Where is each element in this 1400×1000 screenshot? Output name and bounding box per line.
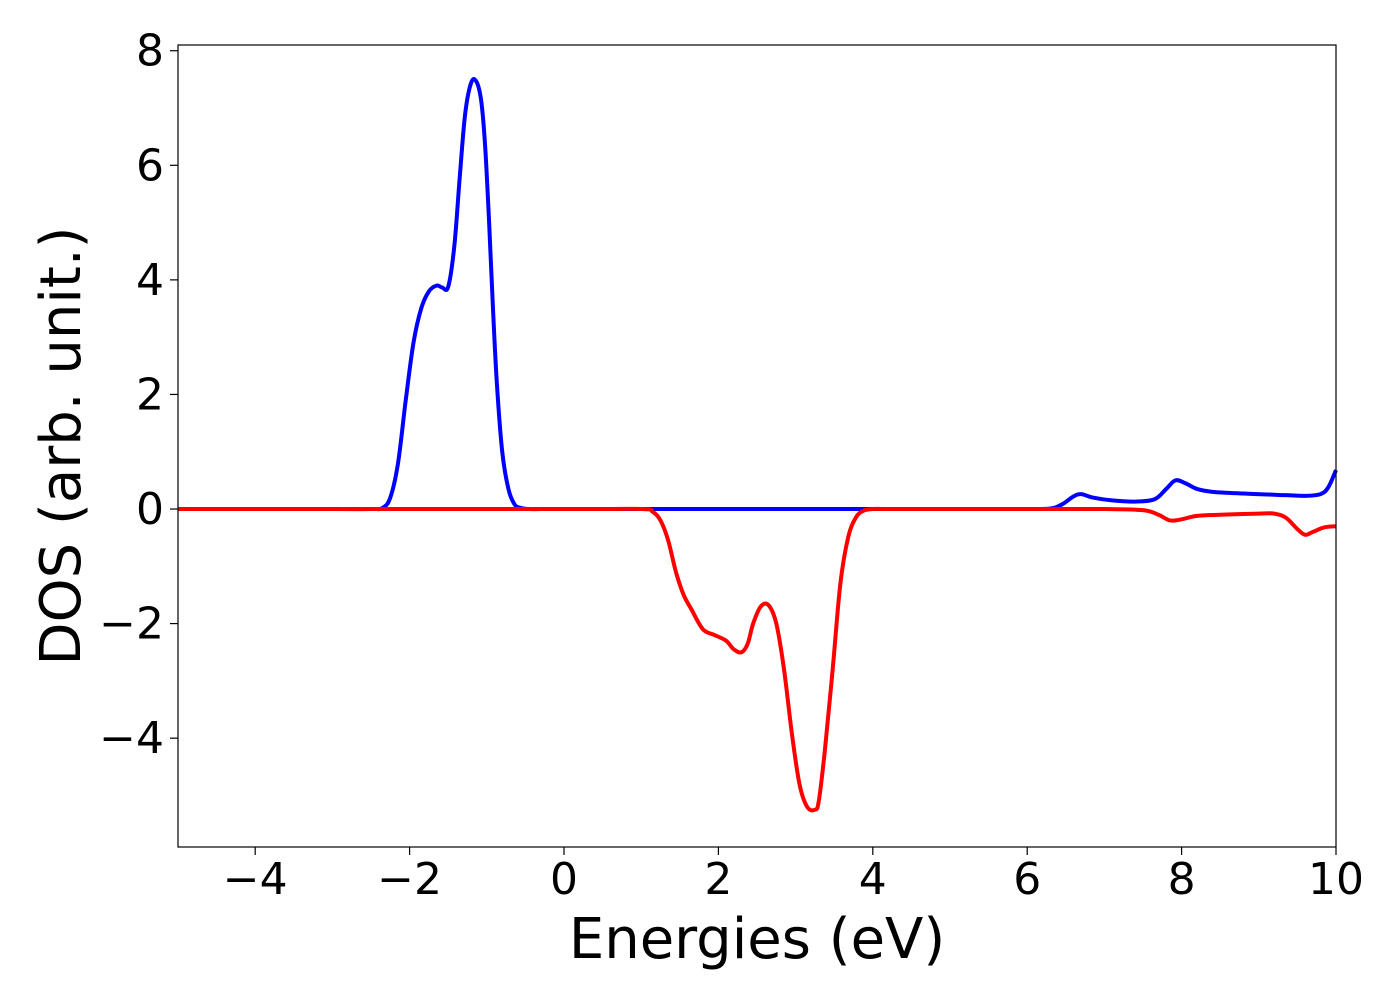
plot-frame bbox=[177, 44, 1337, 848]
x-tick-label: −2 bbox=[377, 854, 442, 905]
y-tick-label: 4 bbox=[136, 255, 164, 306]
x-tick-label: 10 bbox=[1308, 854, 1364, 905]
y-axis-label: DOS (arb. unit.) bbox=[29, 226, 94, 665]
x-tick-label: 2 bbox=[704, 854, 732, 905]
x-tick-label: 6 bbox=[1013, 854, 1041, 905]
y-tick-label: −4 bbox=[99, 713, 164, 764]
x-tick-label: 8 bbox=[1168, 854, 1196, 905]
x-axis-label: Energies (eV) bbox=[569, 907, 945, 972]
x-axis-ticks: −4 −2 0 2 4 6 8 10 bbox=[223, 847, 1364, 905]
series-layer bbox=[177, 77, 1338, 813]
y-tick-label: 0 bbox=[136, 484, 164, 535]
x-tick-label: −4 bbox=[223, 854, 288, 905]
y-axis-ticks: −4 −2 0 2 4 6 8 bbox=[99, 26, 178, 764]
y-tick-label: −2 bbox=[99, 599, 164, 650]
y-tick-label: 2 bbox=[136, 369, 164, 420]
y-tick-label: 6 bbox=[136, 140, 164, 191]
series-line-red bbox=[177, 506, 1337, 813]
y-tick-label: 8 bbox=[136, 26, 164, 77]
x-tick-label: 0 bbox=[550, 854, 578, 905]
x-tick-label: 4 bbox=[859, 854, 887, 905]
